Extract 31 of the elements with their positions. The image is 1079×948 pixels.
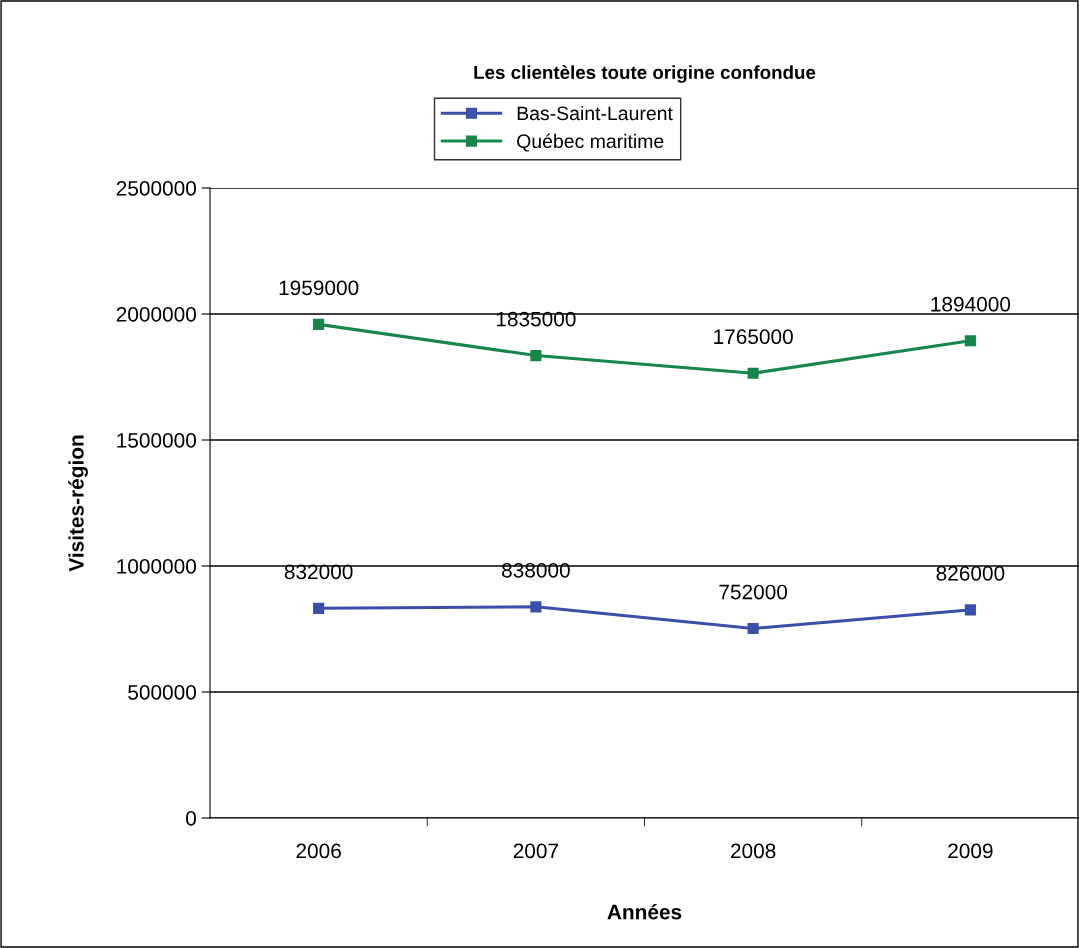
- y-tick-label: 0: [186, 811, 196, 826]
- data-label: 1894000: [931, 296, 1011, 312]
- legend-label: Bas-Saint-Laurent: [517, 105, 673, 121]
- x-tick-label: 2006: [296, 843, 341, 859]
- point: [530, 601, 542, 613]
- y-tick-label: 1000000: [117, 559, 196, 574]
- y-tick-label: 500000: [128, 685, 196, 700]
- x-tick-label: 2009: [948, 843, 993, 859]
- chart-title: Les clientèles toute origine confondue: [474, 65, 816, 83]
- point: [747, 622, 759, 635]
- data-label: 826000: [936, 565, 1005, 581]
- y-tick-label: 2000000: [116, 307, 196, 322]
- x-tick-label: 2007: [513, 843, 558, 859]
- point: [964, 604, 976, 616]
- x-axis-title: Années: [607, 903, 682, 920]
- x-tick-label: 2008: [731, 843, 776, 859]
- point: [964, 335, 976, 347]
- data-label: 1765000: [714, 329, 793, 345]
- point: [530, 350, 542, 362]
- point: [313, 318, 325, 330]
- y-axis-title: Visites-région: [68, 435, 88, 572]
- data-label: 752000: [719, 584, 788, 600]
- y-tick-label: 1500000: [117, 433, 196, 448]
- point: [313, 602, 325, 614]
- legend-label: Québec maritime: [517, 133, 664, 152]
- data-label: 838000: [502, 562, 570, 578]
- y-tick-label: 2500000: [116, 181, 196, 196]
- point: [747, 367, 759, 379]
- data-label: 832000: [284, 564, 353, 580]
- data-label: 1835000: [496, 311, 576, 327]
- data-label: 1959000: [279, 280, 359, 296]
